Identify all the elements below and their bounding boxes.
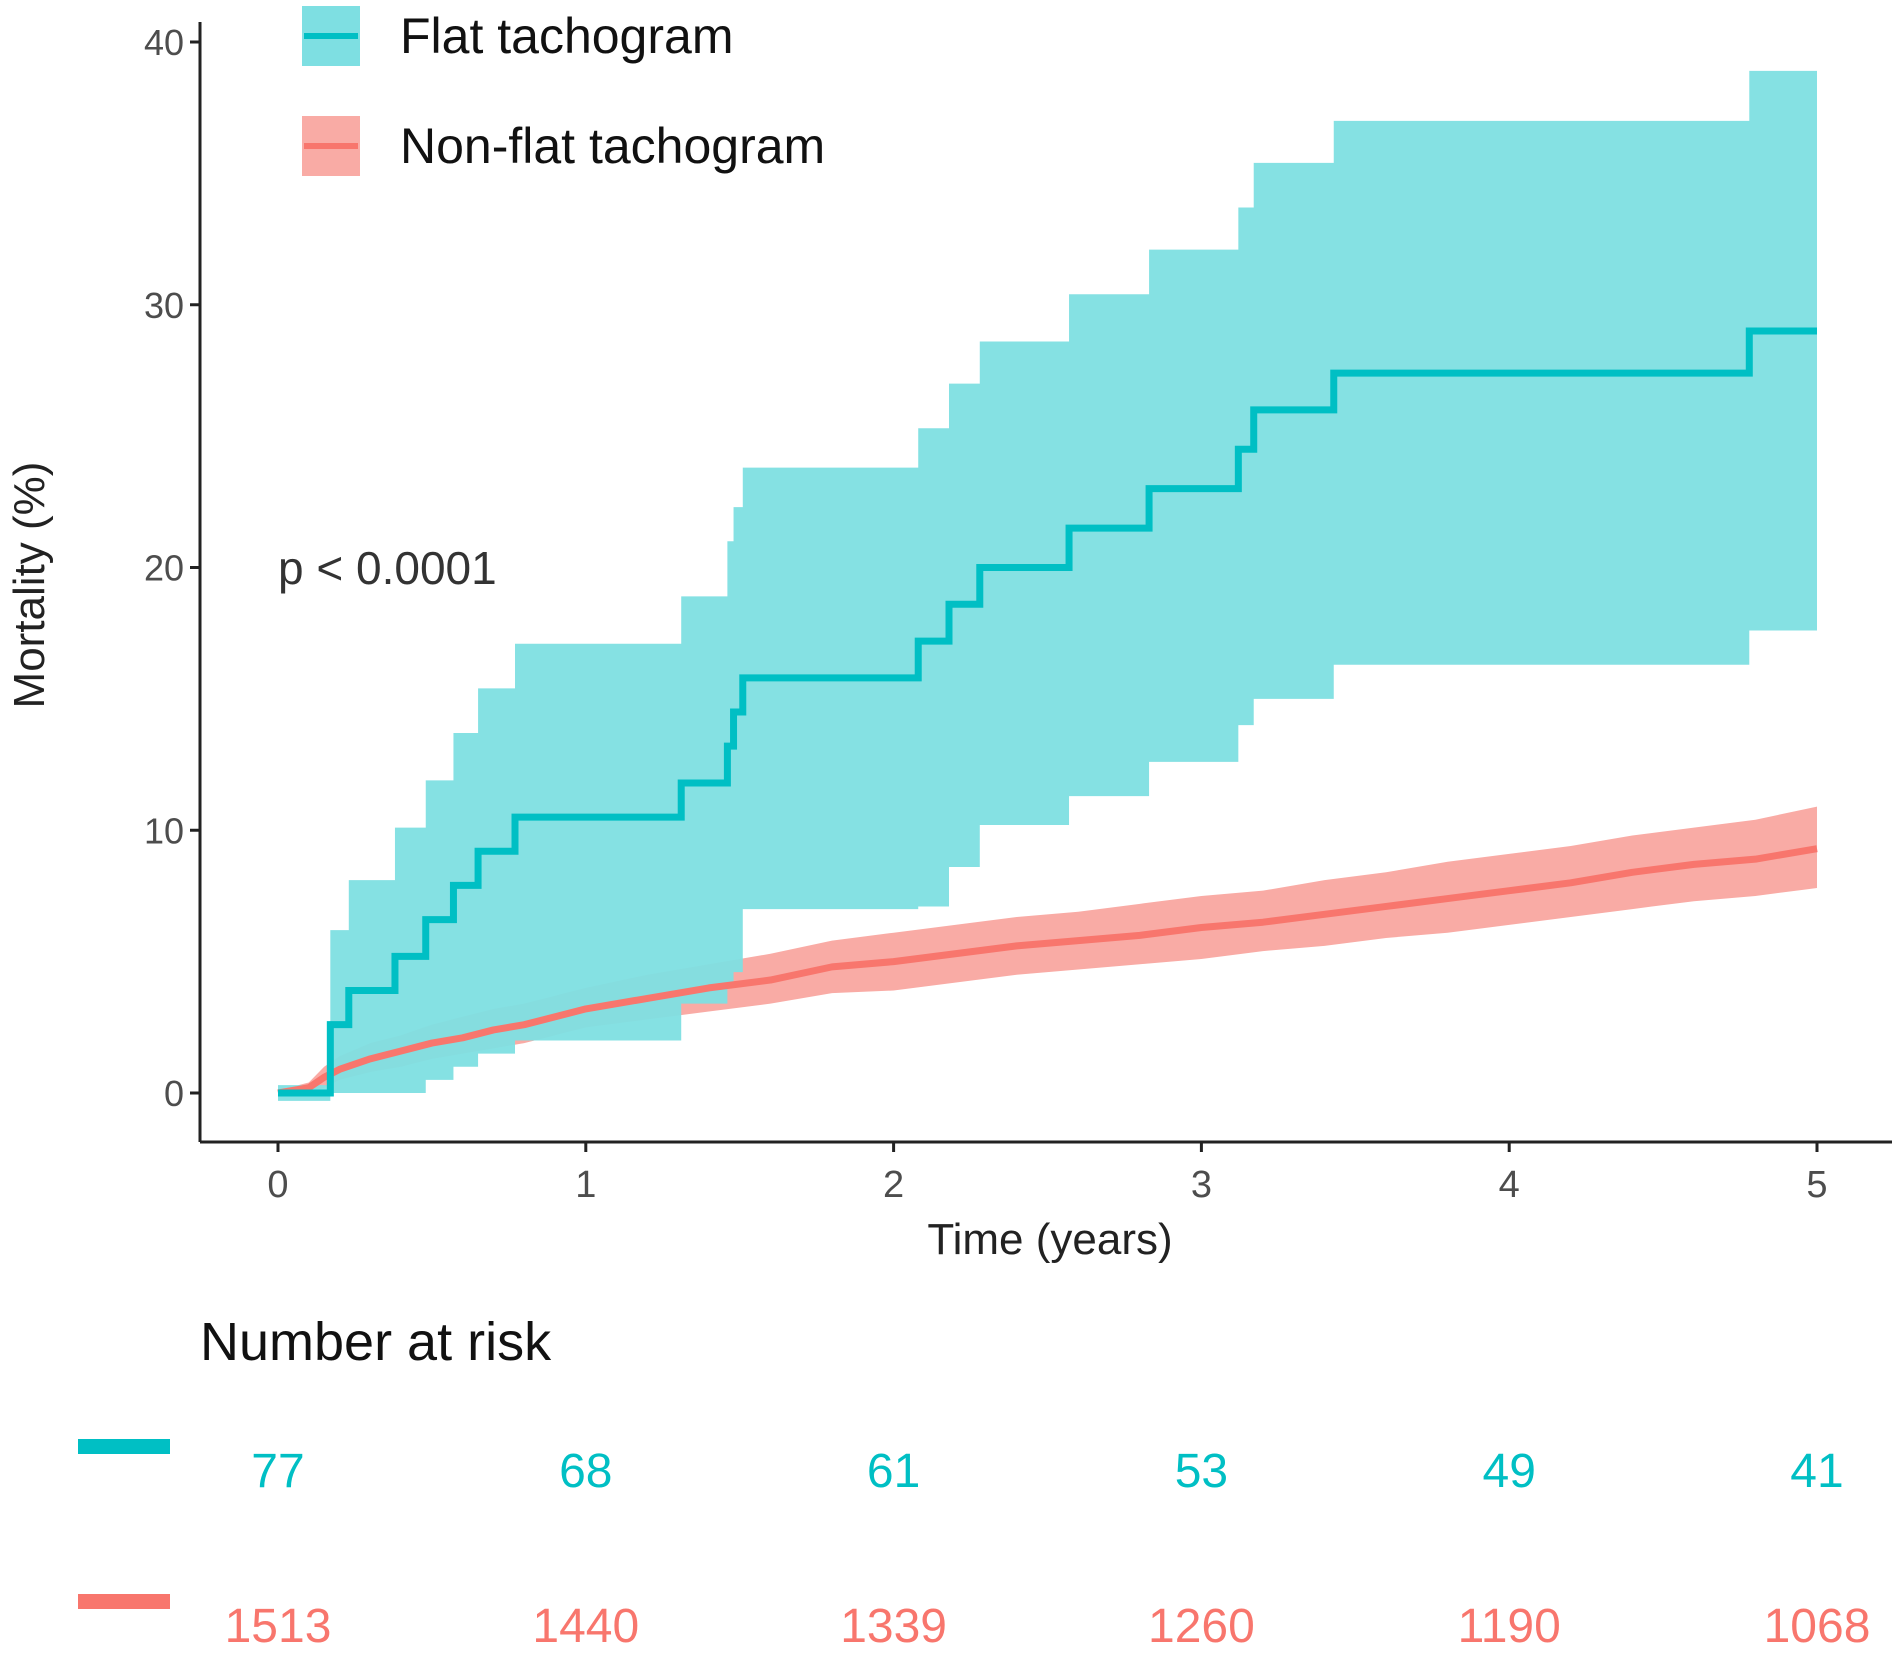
risk-count: 53 bbox=[1175, 1445, 1228, 1498]
legend[interactable]: Flat tachogram Non-flat tachogram bbox=[302, 6, 825, 176]
risk-count: 41 bbox=[1790, 1445, 1843, 1498]
risk-count: 61 bbox=[867, 1445, 920, 1498]
risk-row-flat: 77 68 61 53 49 41 bbox=[78, 1439, 1844, 1498]
x-tick-label: 0 bbox=[267, 1164, 288, 1206]
y-tick-label: 0 bbox=[164, 1073, 184, 1114]
y-axis-title: Mortality (%) bbox=[5, 462, 54, 709]
x-tick-label: 3 bbox=[1191, 1164, 1212, 1206]
x-axis-title: Time (years) bbox=[927, 1215, 1172, 1264]
line-flat-tachogram bbox=[278, 327, 1817, 1097]
risk-count: 1513 bbox=[225, 1600, 332, 1653]
risk-count: 1339 bbox=[840, 1600, 947, 1653]
legend-item-flat[interactable]: Flat tachogram bbox=[302, 6, 733, 66]
x-tick-label: 5 bbox=[1806, 1164, 1827, 1206]
plot-area: 0 10 20 30 40 0 1 2 3 4 5 bbox=[144, 22, 1892, 1206]
risk-count: 1260 bbox=[1148, 1600, 1255, 1653]
risk-count: 1068 bbox=[1764, 1600, 1871, 1653]
confidence-bands bbox=[278, 70, 1817, 1101]
x-tick-label: 4 bbox=[1499, 1164, 1520, 1206]
risk-count: 68 bbox=[559, 1445, 612, 1498]
band-flat-tachogram bbox=[278, 70, 1817, 1101]
x-axis-ticks: 0 1 2 3 4 5 bbox=[267, 1142, 1828, 1206]
line-non-flat-tachogram bbox=[277, 845, 1818, 1097]
risk-table-title: Number at risk bbox=[200, 1312, 552, 1372]
x-tick-label: 2 bbox=[883, 1164, 904, 1206]
legend-item-non-flat[interactable]: Non-flat tachogram bbox=[302, 116, 825, 176]
p-value-annotation: p < 0.0001 bbox=[278, 542, 497, 594]
risk-count: 49 bbox=[1483, 1445, 1536, 1498]
risk-count: 77 bbox=[251, 1445, 304, 1498]
risk-row-color-key bbox=[78, 1594, 170, 1609]
y-tick-label: 30 bbox=[144, 285, 184, 326]
band-non-flat-tachogram bbox=[278, 806, 1817, 1096]
x-tick-label: 1 bbox=[575, 1164, 596, 1206]
legend-label: Non-flat tachogram bbox=[400, 118, 825, 174]
y-tick-label: 10 bbox=[144, 810, 184, 851]
y-axis-ticks: 0 10 20 30 40 bbox=[144, 22, 200, 1114]
survival-curves bbox=[277, 327, 1818, 1097]
risk-table: 77 68 61 53 49 41 1513 1440 1339 1260 1190 1068 bbox=[78, 1439, 1870, 1653]
legend-label: Flat tachogram bbox=[400, 8, 733, 64]
risk-row-color-key bbox=[78, 1439, 170, 1454]
risk-count: 1190 bbox=[1458, 1600, 1561, 1653]
y-tick-label: 40 bbox=[144, 22, 184, 63]
risk-count: 1440 bbox=[532, 1600, 639, 1653]
risk-row-non-flat: 1513 1440 1339 1260 1190 1068 bbox=[78, 1594, 1870, 1653]
y-tick-label: 20 bbox=[144, 548, 184, 589]
